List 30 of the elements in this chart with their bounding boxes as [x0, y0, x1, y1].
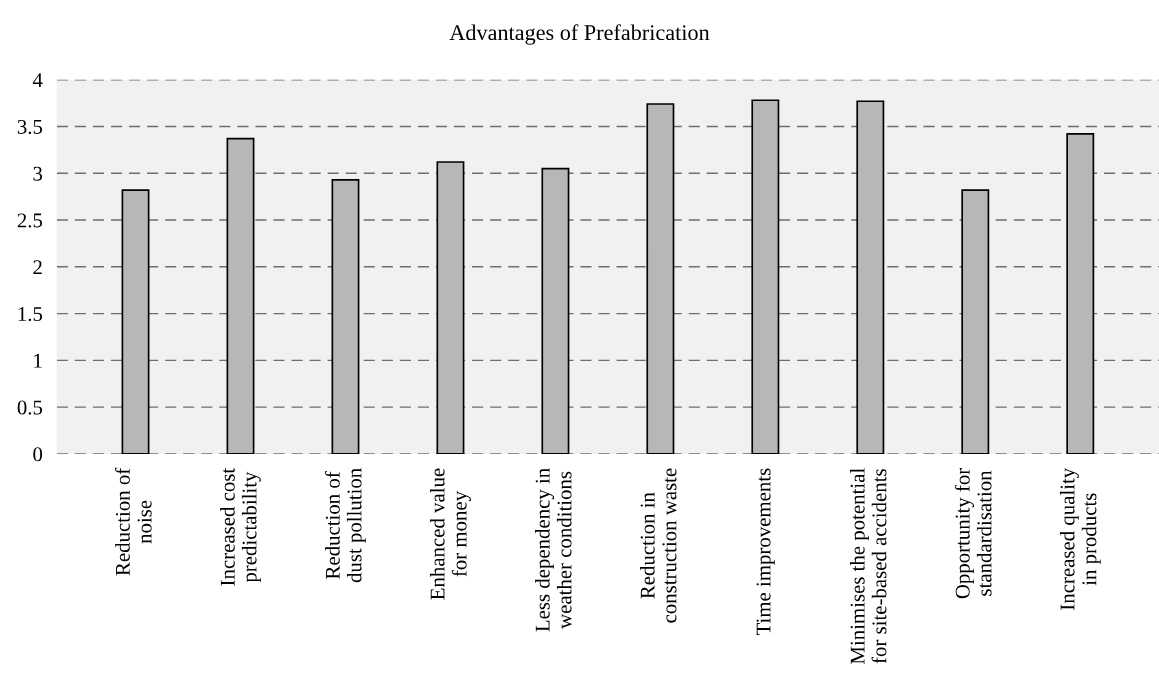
- x-tick-label: Time improvements: [756, 468, 775, 636]
- y-tick-label: 2.5: [17, 213, 43, 228]
- x-tick-label: Reduction in construction waste: [640, 468, 677, 623]
- bar: [436, 161, 465, 454]
- bar: [1066, 133, 1095, 454]
- x-tick-label: Increased quality in products: [1059, 467, 1101, 610]
- bar: [856, 100, 885, 454]
- chart-title: Advantages of Prefabrication: [449, 24, 710, 45]
- y-tick-label: 4: [32, 73, 43, 87]
- bar: [226, 137, 255, 454]
- x-tick-label: Enhanced value for money: [429, 468, 471, 600]
- y-tick-label: 0.5: [17, 400, 43, 415]
- x-tick-label: Reduction of noise: [114, 467, 152, 576]
- y-tick-label: 1.5: [18, 307, 43, 322]
- y-tick-label: 3: [33, 166, 43, 181]
- y-tick-label: 2: [33, 260, 42, 275]
- y-tick-label: 0: [33, 447, 43, 462]
- bar: [121, 189, 150, 454]
- bar: [961, 189, 990, 454]
- bar: [646, 103, 675, 454]
- x-tick-label: Reduction of dust pollution: [324, 468, 366, 583]
- x-tick-label: Increased cost predictability: [220, 467, 261, 586]
- x-tick-label: Less dependency in weather conditions: [535, 468, 572, 632]
- bar: [751, 99, 780, 454]
- y-tick-label: 3.5: [17, 119, 43, 134]
- bar: [541, 167, 570, 454]
- y-tick-label: 1: [34, 353, 42, 368]
- bar: [331, 178, 360, 454]
- x-tick-label: Minimises the potential for site-based accidents: [849, 468, 887, 664]
- x-tick-label: Opportunity for standardisation: [954, 467, 992, 599]
